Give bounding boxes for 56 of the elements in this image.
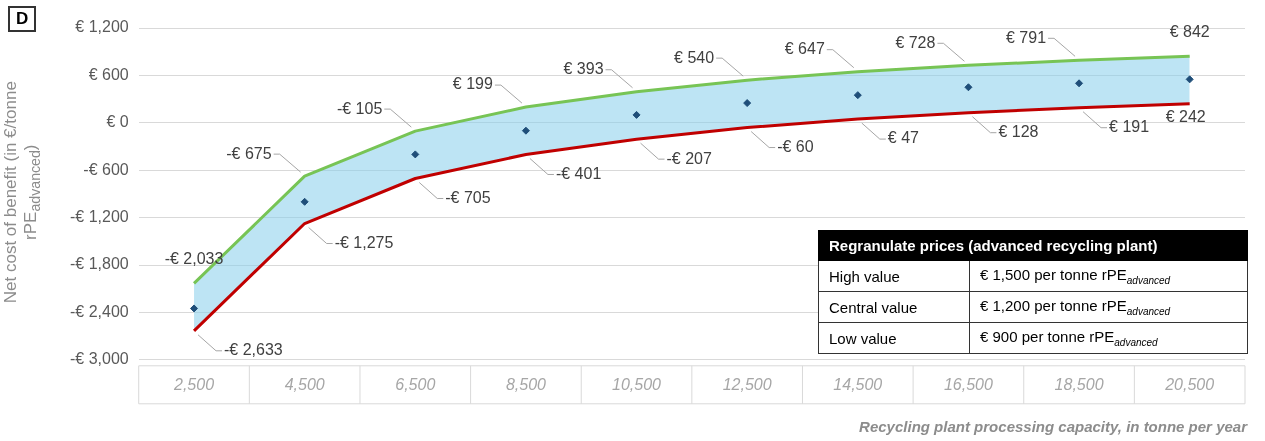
- data-label: € 393: [563, 60, 604, 78]
- point: [300, 197, 309, 206]
- data-label: -€ 2,633: [224, 341, 283, 359]
- annotation: € 1,500 per tonne rPE$_{advanced}$: [969, 260, 1248, 292]
- data-label: € 47: [887, 129, 920, 147]
- point: [411, 150, 420, 159]
- annotation: € 900 per tonne rPE$_{advanced}$: [969, 322, 1248, 354]
- y-tick-label: -€ 1,200: [69, 208, 129, 226]
- point: [853, 91, 862, 100]
- x-tick-label: 18,500: [1054, 375, 1104, 393]
- y-tick-label: -€ 3,000: [69, 350, 129, 368]
- y-tick-label: -€ 600: [83, 160, 129, 178]
- data-label: -€ 705: [445, 188, 491, 206]
- annotation: Regranulate prices (advanced recycling plant): [818, 230, 1248, 261]
- annotation: High value: [818, 260, 970, 292]
- data-label: € 199: [452, 75, 494, 93]
- point: [743, 99, 752, 108]
- data-label: € 647: [784, 40, 825, 58]
- data-label: -€ 60: [777, 137, 814, 155]
- x-tick-label: 2,500: [173, 375, 215, 393]
- data-label: € 791: [1006, 28, 1047, 46]
- y-tick-label: € 1,200: [75, 18, 129, 36]
- y-tick-label: € 600: [88, 65, 129, 83]
- point: [1075, 79, 1084, 88]
- data-label: € 128: [998, 123, 1039, 141]
- data-label: € 242: [1165, 108, 1206, 126]
- x-tick-label: 10,500: [612, 375, 662, 393]
- x-tick-label: 6,500: [395, 375, 436, 393]
- y-tick-label: -€ 1,800: [69, 255, 129, 273]
- data-label: € 728: [895, 33, 936, 51]
- point: [521, 126, 530, 135]
- x-axis-title: Recycling plant processing capacity, in tonne per year: [859, 418, 1247, 435]
- data-label: € 842: [1169, 22, 1210, 40]
- data-label: -€ 675: [226, 144, 272, 162]
- annotation: Central value: [818, 291, 970, 323]
- x-tick-label: 4,500: [284, 375, 325, 393]
- data-label: -€ 207: [666, 149, 713, 167]
- chart-title: D: [8, 6, 37, 32]
- data-label: -€ 105: [336, 99, 383, 117]
- y-tick-label: -€ 2,400: [69, 302, 129, 320]
- x-tick-label: 8,500: [505, 375, 547, 393]
- x-tick-label: 16,500: [943, 375, 993, 393]
- data-label: € 191: [1109, 118, 1150, 136]
- annotation: Low value: [818, 322, 970, 354]
- point: [1185, 75, 1194, 84]
- x-tick-label: 20,500: [1164, 375, 1215, 393]
- data-label: € 540: [674, 48, 715, 66]
- point: [632, 110, 641, 119]
- x-tick-label: 12,500: [722, 375, 772, 393]
- y-tick-label: € 0: [106, 113, 129, 131]
- point: [190, 304, 199, 313]
- data-label: -€ 401: [555, 164, 602, 182]
- annotation: € 1,200 per tonne rPE$_{advanced}$: [969, 291, 1248, 323]
- data-label: -€ 1,275: [334, 233, 394, 251]
- x-tick-label: 14,500: [833, 375, 883, 393]
- point: [964, 83, 973, 92]
